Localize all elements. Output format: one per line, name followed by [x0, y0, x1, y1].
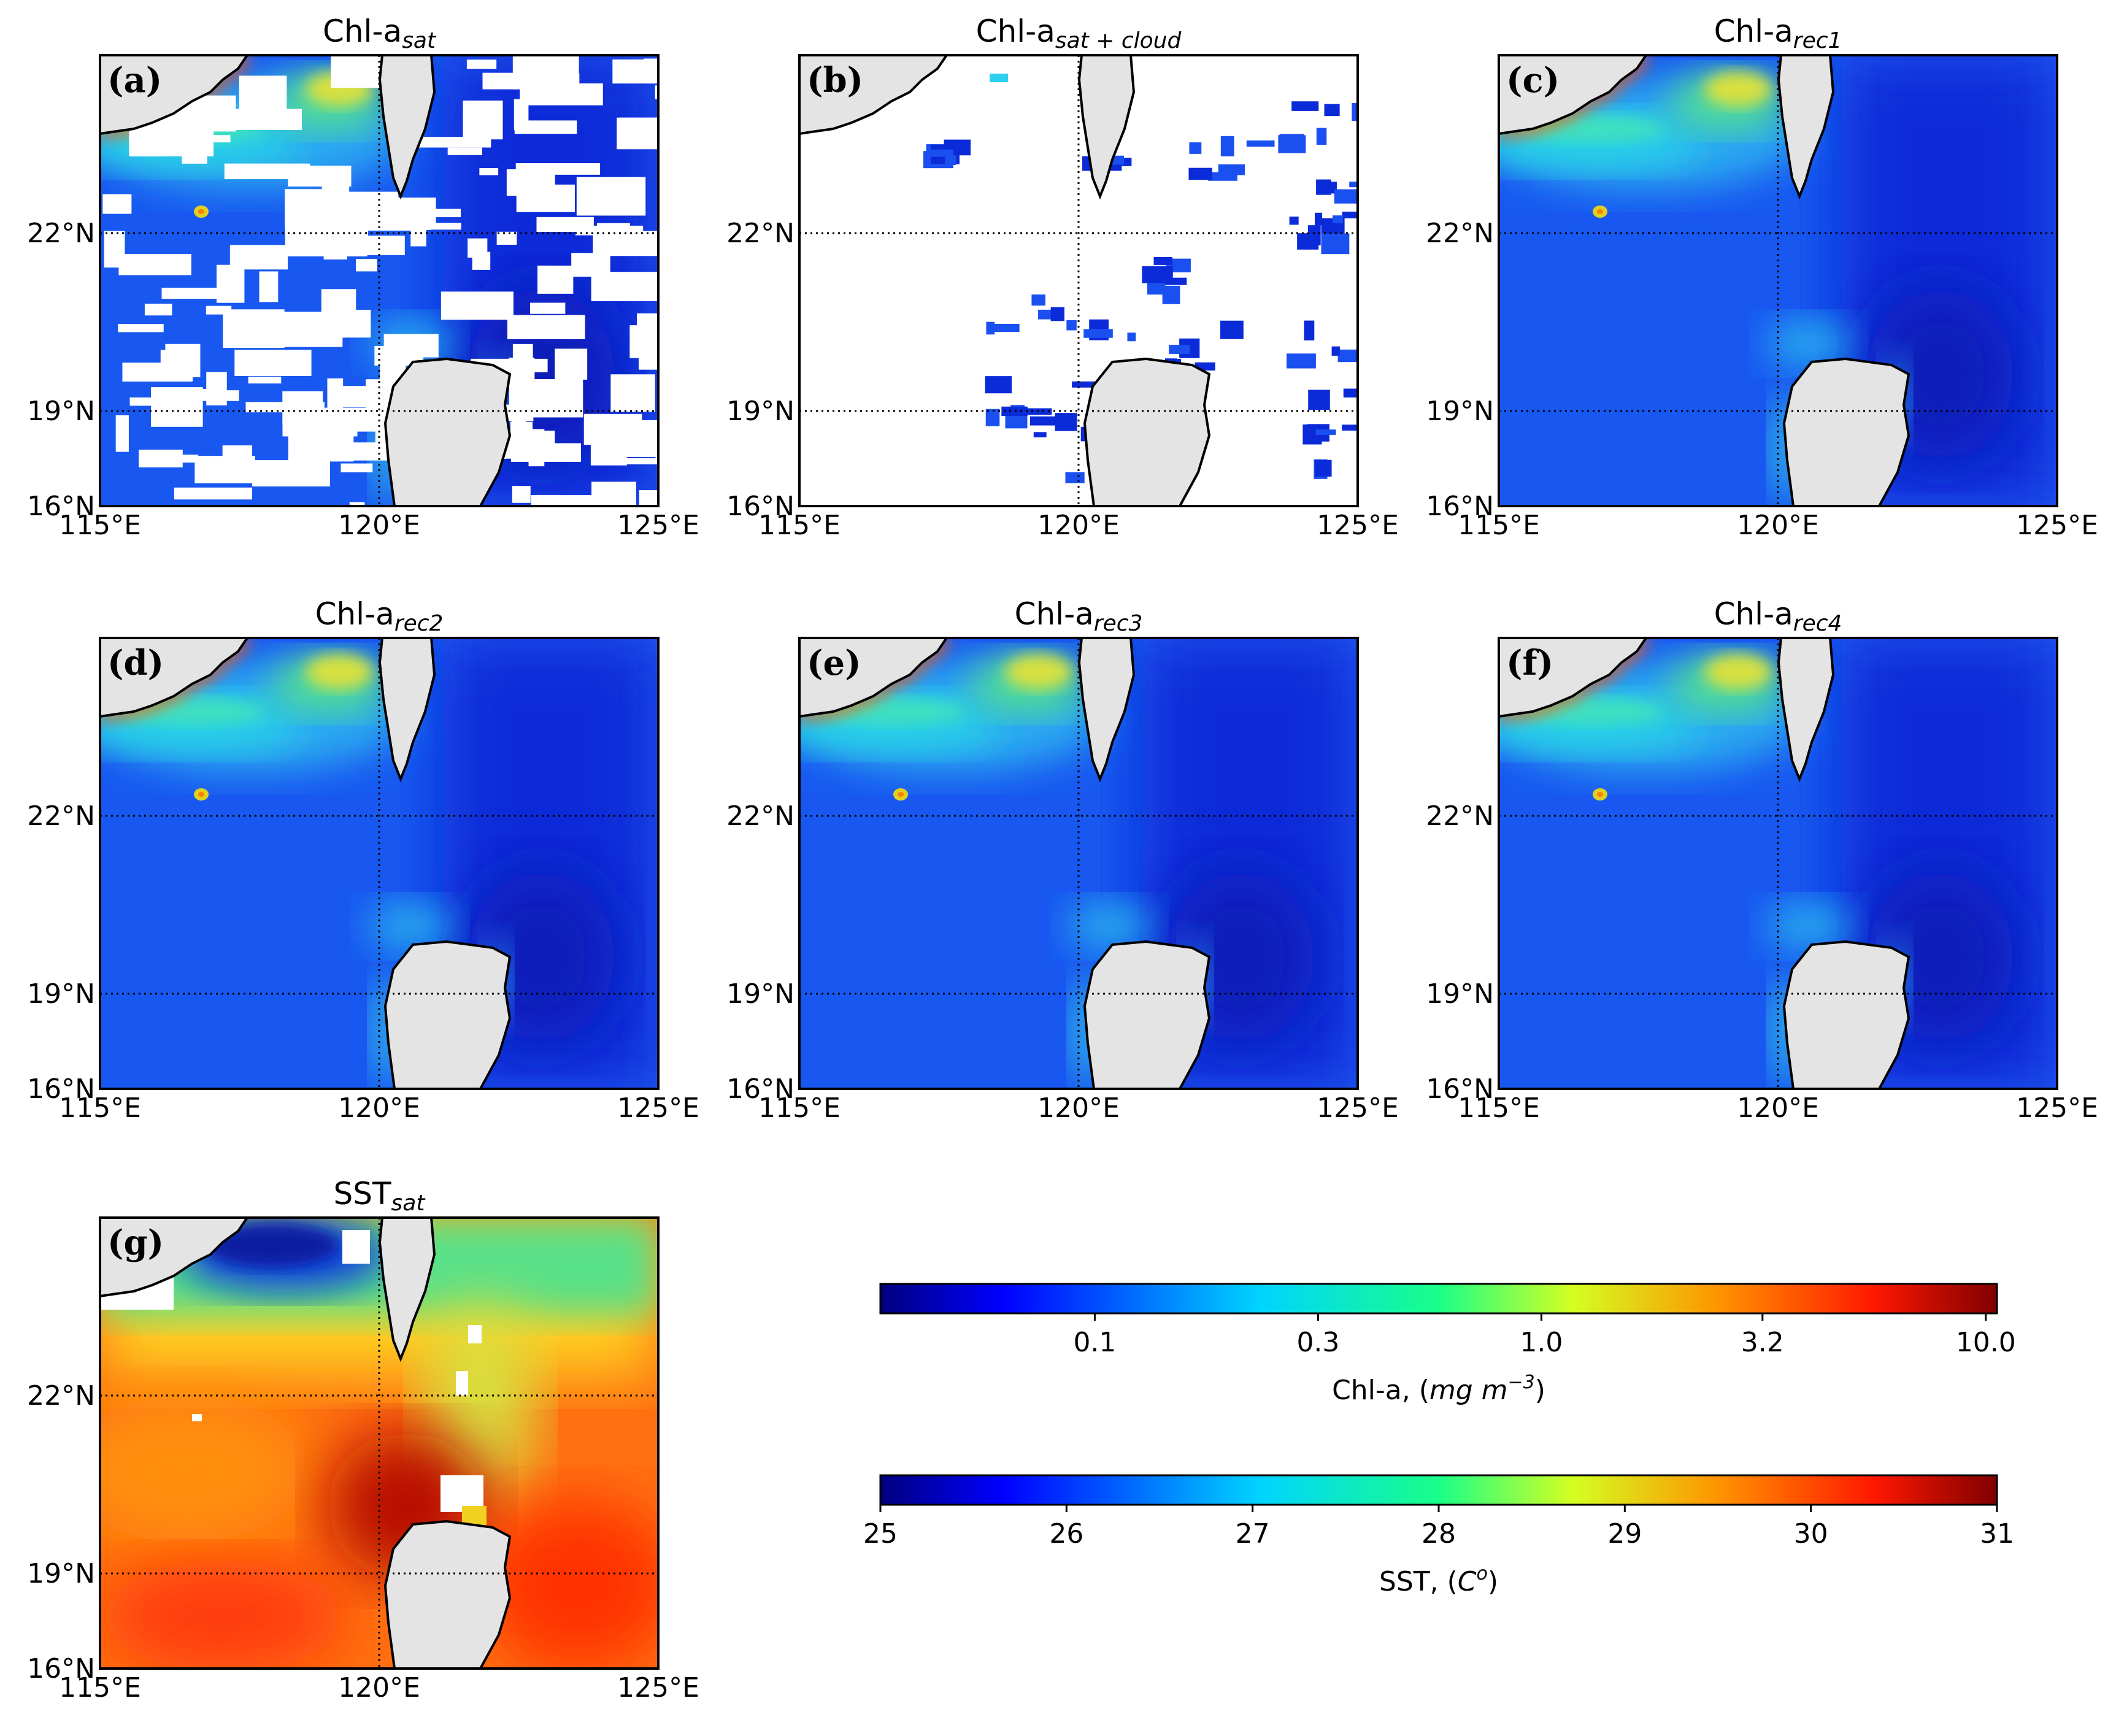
- lon-tick-label: 120°E: [338, 1672, 420, 1703]
- panel-label: (c): [1506, 60, 1560, 101]
- lon-tick-label: 125°E: [1317, 1093, 1399, 1124]
- panel-title: SSTsat: [334, 1176, 426, 1216]
- lon-tick-label: 115°E: [59, 1093, 141, 1124]
- lat-tick-label: 19°N: [27, 396, 95, 427]
- lat-tick-label: 22°N: [1426, 218, 1494, 249]
- panel-title: Chl-asat: [323, 13, 437, 53]
- lat-tick-label: 19°N: [726, 396, 794, 427]
- lon-tick-label: 125°E: [617, 510, 699, 541]
- colorbar-tick-label: 27: [1236, 1518, 1270, 1550]
- colorbar-sst: 25 26 27 28 29 30 31 SST, (Co): [863, 1474, 2014, 1597]
- lon-tick-label: 125°E: [617, 1093, 699, 1124]
- colorbar-chl: 0.1 0.3 1.0 3.2 10.0 Chl-a, (mg m−3): [879, 1283, 2016, 1406]
- lat-tick-label: 19°N: [1426, 978, 1494, 1010]
- panel-title: Chl-arec4: [1714, 596, 1842, 636]
- panel-title: Chl-arec2: [315, 596, 444, 636]
- panel-label: (e): [807, 643, 861, 683]
- lon-tick-label: 120°E: [1037, 1093, 1120, 1124]
- lat-tick-label: 19°N: [726, 978, 794, 1010]
- colorbar-tick-label: 29: [1607, 1518, 1642, 1550]
- panel-label: (g): [107, 1223, 164, 1263]
- panel-title: Chl-arec3: [1015, 596, 1143, 636]
- lat-tick-label: 19°N: [27, 1558, 95, 1589]
- lat-tick-label: 16°N: [27, 1073, 95, 1105]
- panel-title: Chl-asat + cloud: [976, 13, 1182, 53]
- panel-label: (b): [807, 60, 863, 101]
- colorbar-label: Chl-a, (mg m−3): [1332, 1372, 1545, 1406]
- colorbar-tick-label: 1.0: [1520, 1327, 1563, 1358]
- panel-label: (d): [107, 643, 164, 683]
- lon-tick-label: 115°E: [1458, 1093, 1540, 1124]
- lat-tick-label: 19°N: [27, 978, 95, 1010]
- lon-tick-label: 115°E: [59, 510, 141, 541]
- lat-tick-label: 22°N: [726, 218, 794, 249]
- colorbar-label: SST, (Co): [1379, 1563, 1498, 1597]
- lat-tick-label: 16°N: [726, 491, 794, 522]
- panel-title: Chl-arec1: [1714, 13, 1842, 53]
- lat-tick-label: 22°N: [27, 218, 95, 249]
- colorbar-tick-label: 0.1: [1073, 1327, 1116, 1358]
- lon-tick-label: 115°E: [758, 510, 841, 541]
- lat-tick-label: 16°N: [27, 1653, 95, 1684]
- colorbar-tick-label: 3.2: [1741, 1327, 1784, 1358]
- lon-tick-label: 125°E: [2016, 1093, 2098, 1124]
- lon-tick-label: 115°E: [1458, 510, 1540, 541]
- lat-tick-label: 22°N: [27, 801, 95, 832]
- colorbar-tick-label: 10.0: [1956, 1327, 2016, 1358]
- lat-tick-label: 22°N: [27, 1380, 95, 1411]
- lon-tick-label: 115°E: [59, 1672, 141, 1703]
- lat-tick-label: 22°N: [726, 801, 794, 832]
- lon-tick-label: 120°E: [1737, 510, 1819, 541]
- colorbar-tick-label: 25: [863, 1518, 898, 1550]
- lon-tick-label: 125°E: [617, 1672, 699, 1703]
- colorbar-tick-label: 31: [1980, 1518, 2014, 1550]
- lon-tick-label: 120°E: [1037, 510, 1120, 541]
- colorbar-tick-label: 28: [1422, 1518, 1456, 1550]
- lat-tick-label: 16°N: [27, 491, 95, 522]
- lat-tick-label: 19°N: [1426, 396, 1494, 427]
- lat-tick-label: 16°N: [1426, 1073, 1494, 1105]
- lat-tick-label: 16°N: [726, 1073, 794, 1105]
- lon-tick-label: 120°E: [338, 510, 420, 541]
- lat-tick-label: 16°N: [1426, 491, 1494, 522]
- lon-tick-label: 125°E: [2016, 510, 2098, 541]
- lon-tick-label: 120°E: [338, 1093, 420, 1124]
- panel-label: (a): [107, 60, 162, 101]
- lon-tick-label: 125°E: [1317, 510, 1399, 541]
- lon-tick-label: 115°E: [758, 1093, 841, 1124]
- panel-label: (f): [1506, 643, 1553, 683]
- lon-tick-label: 120°E: [1737, 1093, 1819, 1124]
- colorbar-tick-label: 26: [1049, 1518, 1083, 1550]
- colorbar-tick-label: 0.3: [1296, 1327, 1339, 1358]
- lat-tick-label: 22°N: [1426, 801, 1494, 832]
- colorbar-tick-label: 30: [1794, 1518, 1828, 1550]
